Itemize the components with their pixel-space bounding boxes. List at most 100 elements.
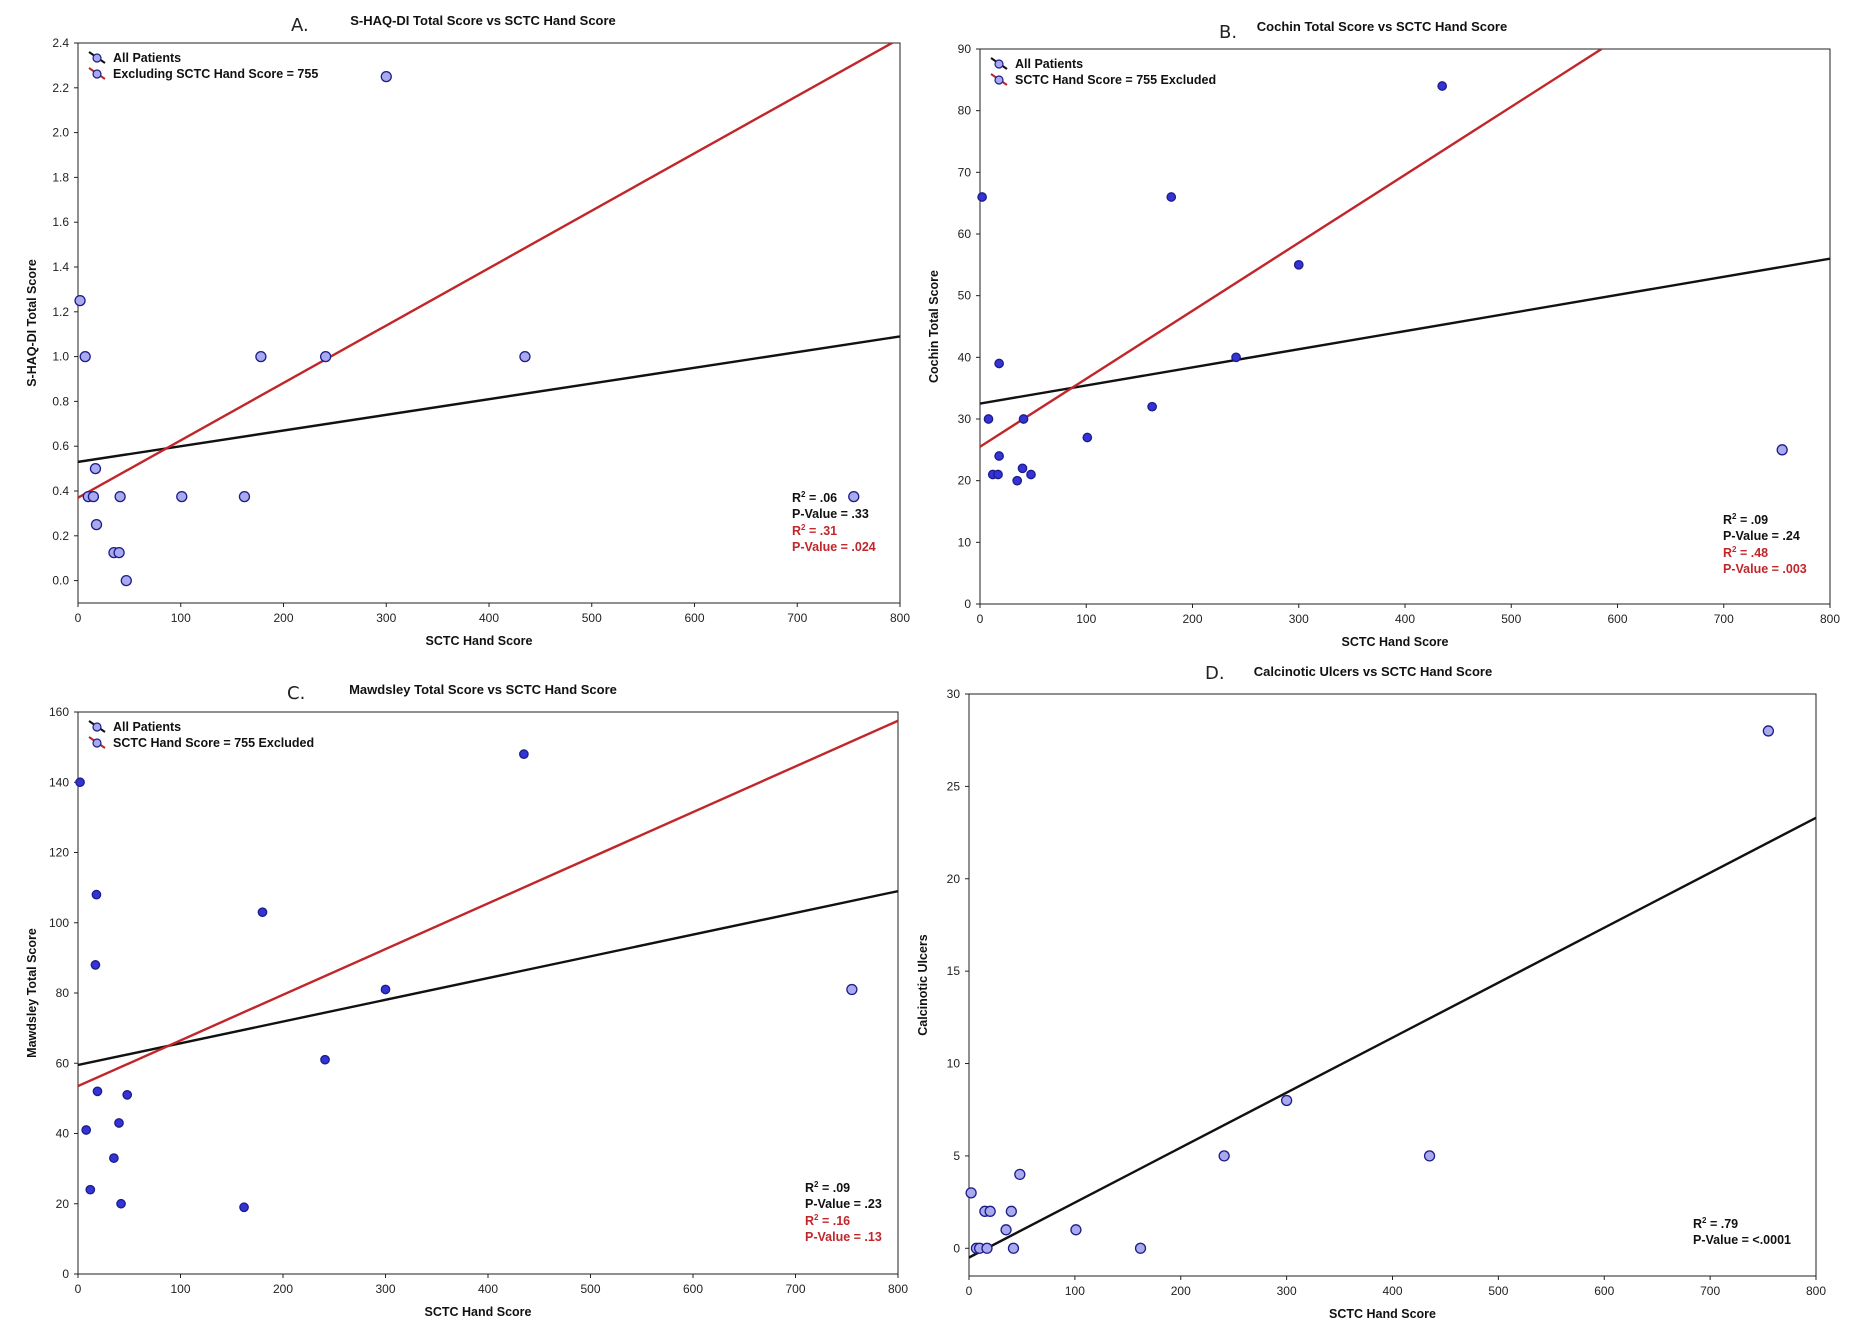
y-axis-title: Calcinotic Ulcers: [916, 934, 930, 1035]
y-tick-label: 30: [958, 412, 972, 426]
panel-letter: A.: [291, 15, 309, 36]
y-tick-label: 0.4: [52, 484, 69, 498]
data-point: [1082, 432, 1093, 443]
chart-panel-a: A. S-HAQ-DI Total Score vs SCTC Hand Scor…: [25, 13, 910, 648]
x-tick-label: 0: [966, 1284, 973, 1298]
data-point: [981, 1242, 993, 1254]
y-tick-label: 0.2: [52, 529, 69, 543]
data-point: [109, 1153, 119, 1163]
x-tick-label: 700: [1700, 1284, 1720, 1298]
data-point: [1017, 463, 1028, 474]
legend-label: All Patients: [113, 720, 181, 734]
y-tick-label: 10: [958, 535, 972, 549]
regression-line-excluded: [78, 43, 895, 499]
y-tick-label: 20: [958, 474, 972, 488]
data-point: [320, 1054, 330, 1065]
p-value-label: P-Value = .024: [792, 540, 876, 554]
plot-frame: [77, 42, 901, 604]
r-squared-label: R2 = .48: [1723, 545, 1768, 560]
r-squared-label: R2 = .06: [792, 490, 837, 505]
plot-frame: [979, 48, 1831, 605]
data-point: [380, 984, 391, 995]
panel-letter: C.: [287, 683, 305, 704]
y-tick-label: 20: [947, 872, 961, 886]
data-point: [1423, 1150, 1436, 1162]
x-tick-label: 400: [1382, 1284, 1402, 1298]
x-tick-label: 600: [684, 611, 704, 625]
y-tick-label: 60: [56, 1056, 70, 1070]
x-tick-label: 100: [1065, 1284, 1085, 1298]
data-point: [1147, 401, 1157, 412]
x-tick-label: 300: [375, 1282, 395, 1296]
x-tick-label: 600: [1594, 1284, 1614, 1298]
p-value-label: P-Value = .003: [1723, 562, 1807, 576]
data-point: [1280, 1094, 1293, 1107]
data-point: [74, 294, 86, 307]
data-point: [1000, 1224, 1012, 1236]
x-tick-label: 500: [1501, 612, 1521, 626]
y-tick-label: 2.0: [52, 126, 69, 140]
data-point: [116, 1198, 126, 1209]
data-point: [1437, 81, 1448, 91]
x-tick-label: 500: [582, 611, 602, 625]
y-tick-label: 50: [958, 289, 972, 303]
y-tick-label: 2.2: [52, 81, 69, 95]
y-tick-label: 120: [49, 846, 69, 860]
x-axis-title: SCTC Hand Score: [1329, 1307, 1436, 1321]
y-tick-label: 70: [958, 165, 972, 179]
data-point: [1134, 1242, 1147, 1254]
regression-line-all-patients: [78, 889, 898, 1067]
data-point: [846, 983, 858, 996]
y-tick-label: 20: [56, 1197, 70, 1211]
x-tick-label: 600: [1607, 612, 1627, 626]
data-point: [319, 350, 332, 363]
data-point: [90, 960, 101, 970]
legend-label: All Patients: [1015, 57, 1083, 71]
r-squared-label: R2 = .79: [1693, 1216, 1738, 1231]
x-tick-label: 800: [888, 1282, 908, 1296]
y-tick-label: 1.6: [52, 215, 69, 229]
x-tick-label: 800: [890, 611, 910, 625]
data-point: [519, 749, 529, 760]
regression-line-all-patients: [78, 335, 900, 464]
x-tick-label: 0: [75, 611, 82, 625]
data-point: [965, 1187, 977, 1199]
x-tick-label: 200: [273, 611, 293, 625]
x-axis-title: SCTC Hand Score: [425, 1305, 532, 1319]
data-point: [994, 358, 1004, 369]
data-point: [255, 350, 267, 363]
chart-title: S-HAQ-DI Total Score vs SCTC Hand Score: [350, 13, 616, 28]
legend-label: Excluding SCTC Hand Score = 755: [113, 67, 318, 81]
x-axis-title: SCTC Hand Score: [426, 634, 533, 648]
y-tick-label: 0: [964, 597, 971, 611]
data-point: [848, 490, 860, 503]
y-tick-label: 160: [49, 705, 69, 719]
y-tick-label: 15: [947, 964, 961, 978]
data-point: [1762, 725, 1775, 737]
y-tick-label: 1.0: [52, 350, 69, 364]
x-tick-label: 600: [683, 1282, 703, 1296]
data-point: [92, 1086, 103, 1097]
p-value-label: P-Value = .13: [805, 1230, 882, 1244]
x-tick-label: 300: [376, 611, 396, 625]
data-point: [1293, 259, 1304, 270]
data-point: [90, 518, 103, 531]
y-tick-label: 0.8: [52, 394, 69, 408]
data-point: [176, 490, 188, 503]
x-tick-label: 400: [478, 1282, 498, 1296]
data-point: [257, 907, 268, 918]
legend-label: All Patients: [113, 51, 181, 65]
data-point: [1070, 1224, 1082, 1236]
data-point: [983, 414, 994, 424]
plot-frame: [968, 693, 1817, 1277]
x-tick-label: 500: [580, 1282, 600, 1296]
legend-point-swatch: [994, 59, 1004, 69]
data-point: [1218, 1150, 1230, 1162]
y-tick-label: 30: [947, 687, 961, 701]
x-tick-label: 200: [1182, 612, 1202, 626]
data-point: [1776, 444, 1788, 456]
y-tick-label: 1.2: [52, 305, 69, 319]
x-tick-label: 100: [1076, 612, 1096, 626]
y-axis-title: Mawdsley Total Score: [25, 928, 39, 1058]
